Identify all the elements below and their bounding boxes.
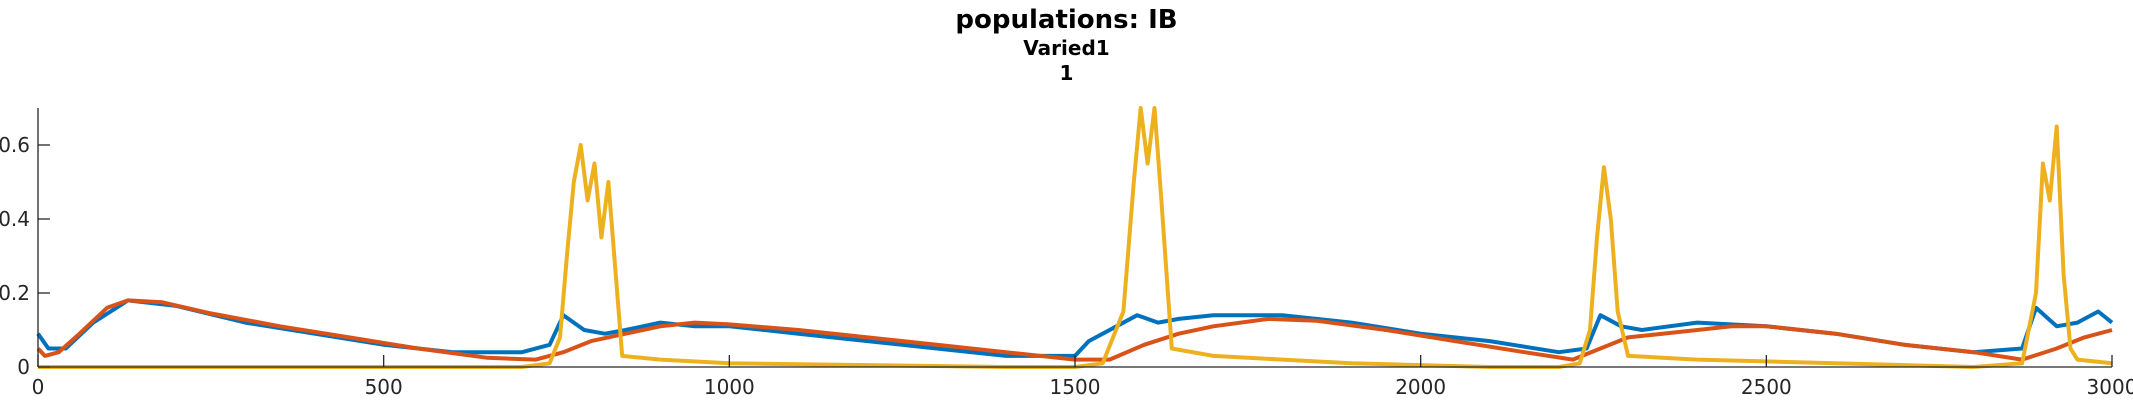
x-tick-label: 500 bbox=[365, 375, 403, 399]
x-tick-label: 1000 bbox=[704, 375, 755, 399]
y-tick-label: 0 bbox=[17, 355, 30, 379]
axis-layer: 0 500 1000 1500 2000 2500 3000 0 0.2 0.4 0.6 bbox=[0, 108, 2133, 399]
series-yellow-line bbox=[38, 106, 2113, 369]
series-orange-line bbox=[36, 298, 2113, 362]
x-tick-label: 1500 bbox=[1050, 375, 1101, 399]
chart-subtitle-2: 1 bbox=[1059, 61, 1074, 85]
series-layer bbox=[36, 106, 2114, 369]
x-tick-label: 3000 bbox=[2087, 375, 2133, 399]
x-tick-label: 2500 bbox=[1741, 375, 1792, 399]
x-tick-label: 2000 bbox=[1395, 375, 1446, 399]
y-tick-label: 0.4 bbox=[0, 207, 30, 231]
chart-subtitle-1: Varied1 bbox=[1023, 36, 1110, 60]
chart-title: populations: IB bbox=[955, 5, 1178, 35]
y-tick-label: 0.2 bbox=[0, 281, 30, 305]
y-tick-label: 0.6 bbox=[0, 133, 30, 157]
x-tick-label: 0 bbox=[32, 375, 45, 399]
title-block: populations: IB Varied1 1 bbox=[0, 4, 2133, 86]
